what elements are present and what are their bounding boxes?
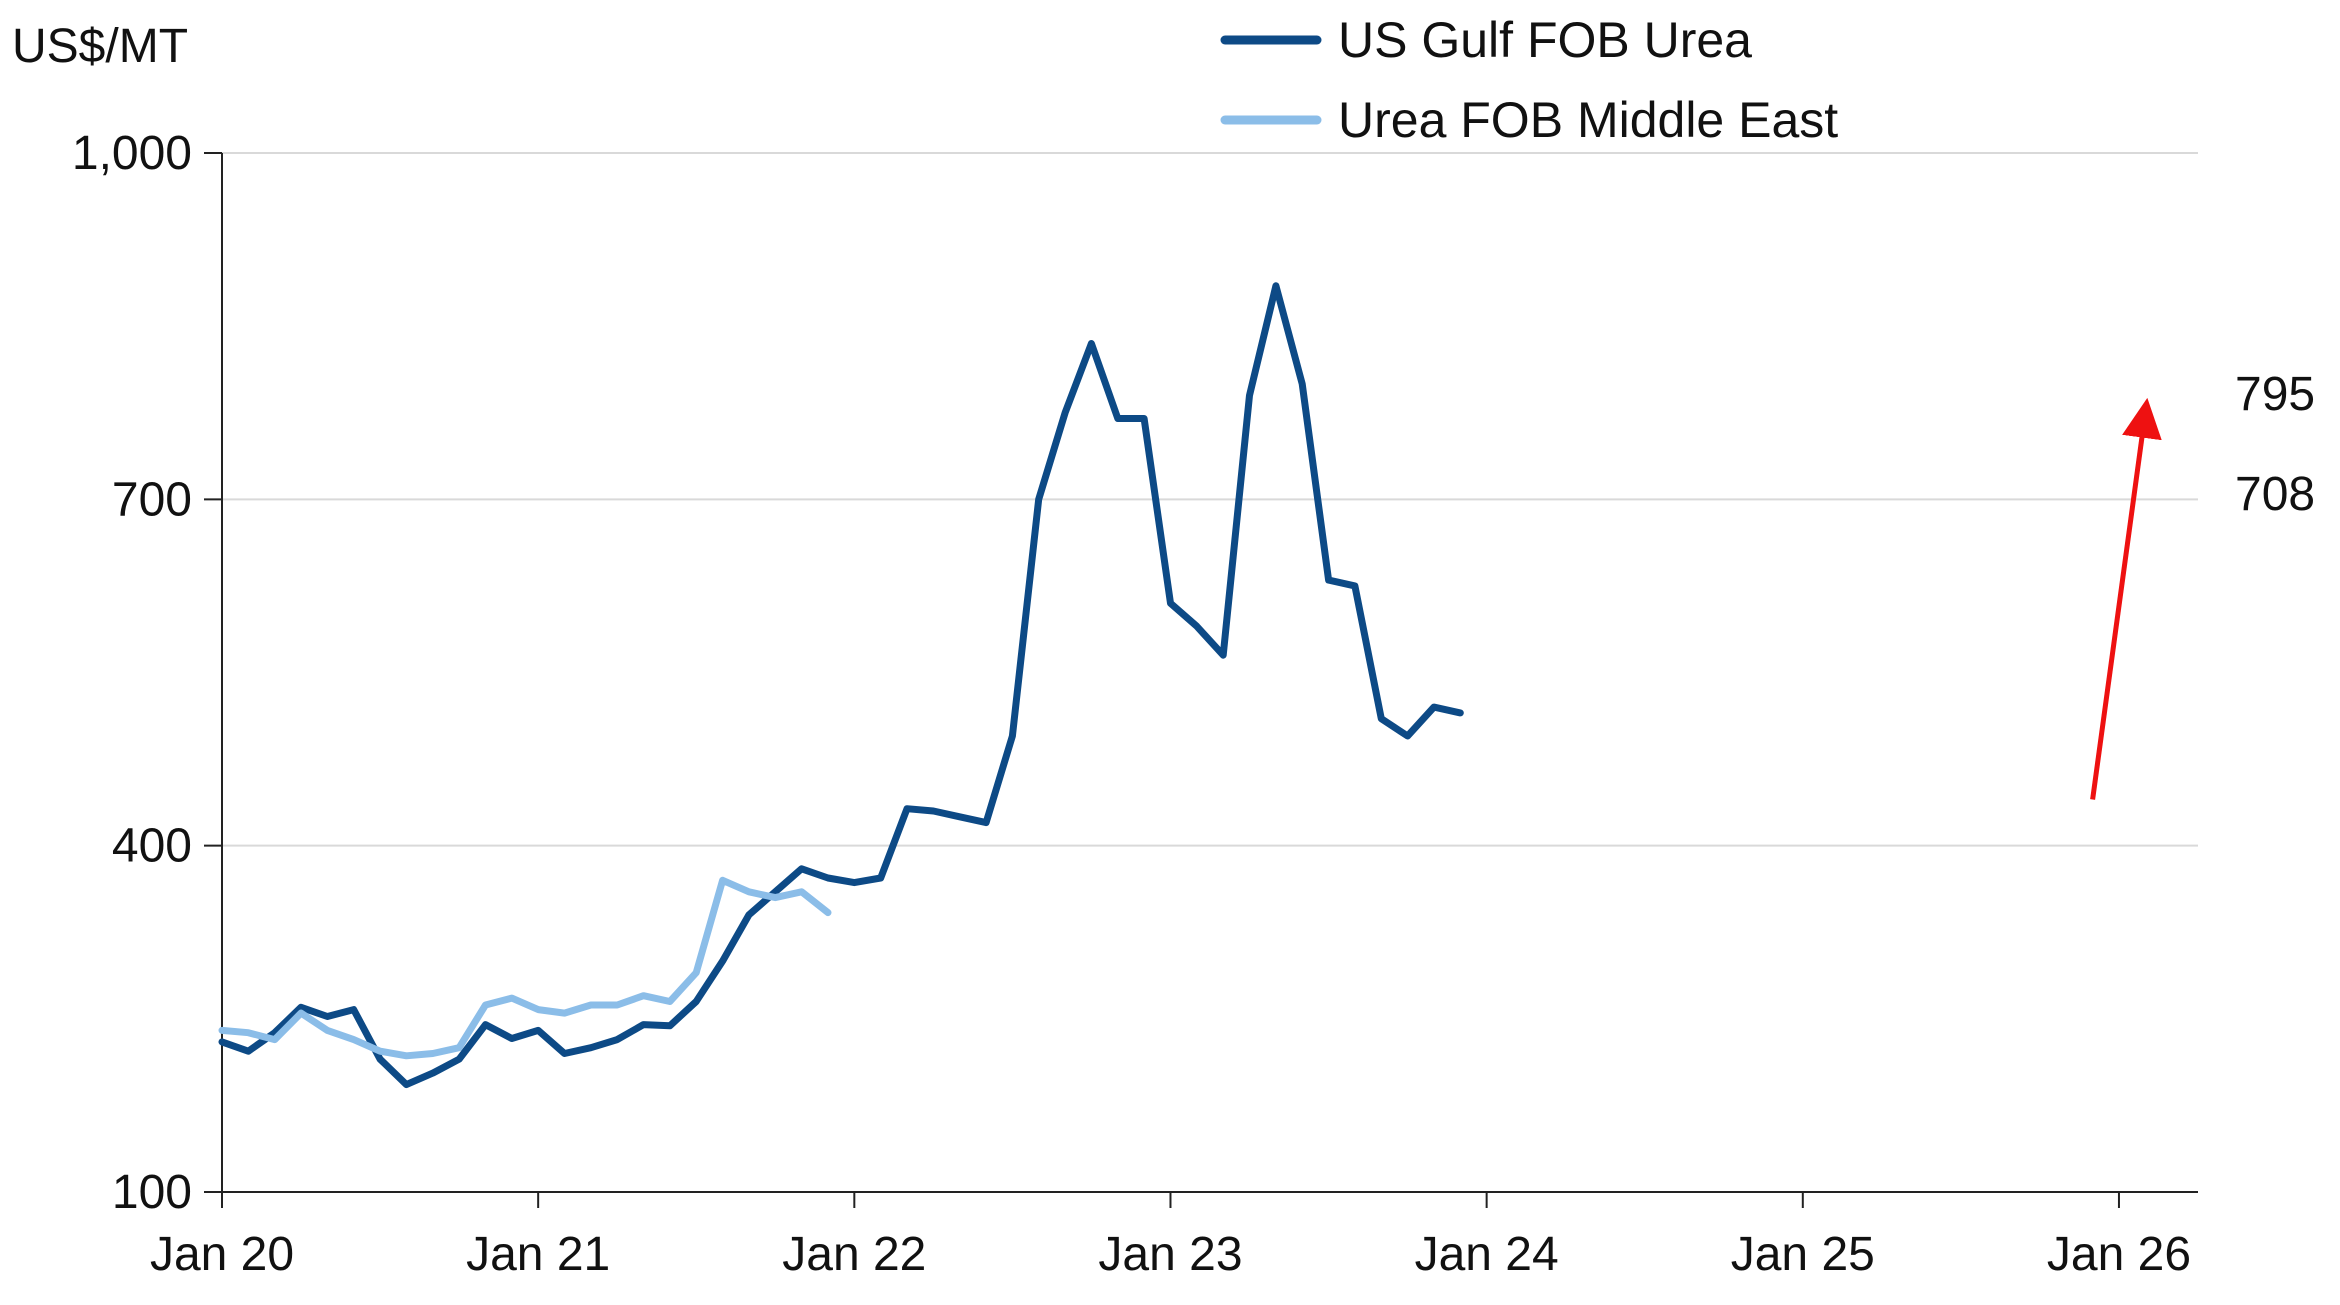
data-point	[932, 810, 934, 812]
end-value-label: 795	[2235, 368, 2315, 421]
data-point	[485, 1004, 486, 1006]
series-lines	[218, 282, 1464, 1089]
data-point	[1459, 712, 1461, 714]
data-point	[1222, 654, 1224, 656]
labels: 100 400 700 1,000 Jan 20 Jan 21 Jan 22 Jan 23 Ja…	[12, 12, 2315, 1281]
data-point	[274, 1039, 276, 1041]
data-point	[300, 1012, 302, 1014]
data-point	[537, 1029, 539, 1031]
data-point	[774, 891, 776, 893]
data-point	[748, 891, 750, 893]
data-point	[1380, 718, 1382, 720]
data-point	[405, 1084, 407, 1086]
x-tick-label: Jan 22	[782, 1228, 926, 1281]
data-point	[774, 897, 776, 899]
data-point	[511, 997, 513, 999]
x-tick-label: Jan 21	[466, 1228, 610, 1281]
y-axis-label: US$/MT	[12, 20, 188, 73]
data-point	[643, 995, 644, 997]
x-tick-label: Jan 23	[1098, 1228, 1242, 1281]
y-tick-label: 700	[112, 473, 192, 526]
data-point	[511, 1038, 513, 1039]
x-tick-label: Jan 26	[2047, 1228, 2191, 1281]
data-point	[326, 1016, 328, 1017]
data-point	[379, 1058, 381, 1060]
data-point	[959, 816, 961, 818]
data-point	[432, 1053, 434, 1054]
gridlines	[222, 152, 2198, 847]
data-point	[300, 1006, 302, 1008]
data-point	[1249, 394, 1250, 396]
data-point	[643, 1024, 644, 1026]
data-point	[695, 1001, 697, 1002]
data-point	[564, 1053, 565, 1054]
end-value-label: 708	[2235, 468, 2315, 521]
data-point	[1433, 706, 1435, 708]
data-point	[274, 1032, 276, 1034]
series-line-middle-east	[218, 876, 832, 1060]
data-point	[485, 1024, 486, 1026]
data-point	[405, 1055, 407, 1057]
data-point	[1275, 285, 1277, 287]
data-point	[590, 1047, 592, 1049]
data-point	[827, 912, 829, 914]
data-point	[880, 877, 882, 879]
data-point	[827, 877, 829, 879]
data-point	[801, 891, 803, 893]
x-tick-label: Jan 24	[1415, 1228, 1559, 1281]
data-point	[853, 882, 855, 884]
data-point	[1328, 579, 1330, 581]
data-point	[326, 1029, 328, 1031]
data-point	[379, 1050, 381, 1052]
data-point	[616, 1004, 618, 1006]
data-point	[1038, 498, 1040, 500]
data-point	[564, 1012, 565, 1014]
x-tick-label: Jan 25	[1731, 1228, 1875, 1281]
data-point	[247, 1032, 249, 1034]
data-point	[1196, 625, 1198, 627]
y-tick-label: 100	[112, 1166, 192, 1219]
annotation-arrow	[2090, 397, 2162, 800]
data-point	[985, 822, 987, 824]
data-point	[748, 914, 750, 916]
axes	[204, 152, 2198, 1208]
data-point	[1090, 343, 1092, 344]
data-point	[669, 1001, 671, 1002]
y-tick-label: 400	[112, 820, 192, 873]
series-line-us-gulf	[218, 282, 1464, 1089]
data-point	[1143, 418, 1145, 419]
legend-label: Urea FOB Middle East	[1338, 92, 1838, 148]
data-point	[1064, 412, 1066, 414]
data-point	[1117, 418, 1119, 419]
data-point	[1354, 585, 1356, 587]
data-point	[1011, 735, 1013, 737]
data-point	[1407, 735, 1409, 737]
data-point	[801, 868, 803, 870]
data-point	[353, 1009, 355, 1011]
data-point	[722, 960, 724, 962]
data-point	[221, 1041, 223, 1043]
data-point	[722, 879, 724, 881]
data-point	[695, 972, 697, 974]
data-point	[590, 1004, 592, 1006]
x-tick-label: Jan 20	[150, 1228, 294, 1281]
annotations	[2090, 397, 2162, 800]
data-point	[221, 1029, 223, 1031]
data-point	[616, 1039, 618, 1041]
data-point	[353, 1039, 355, 1041]
legend-label: US Gulf FOB Urea	[1338, 12, 1752, 68]
data-point	[1301, 383, 1303, 385]
data-point	[247, 1050, 249, 1052]
data-point	[432, 1072, 434, 1074]
y-tick-label: 1,000	[72, 127, 192, 180]
data-point	[458, 1047, 460, 1049]
data-point	[669, 1025, 671, 1027]
data-point	[906, 808, 908, 810]
data-point	[1170, 602, 1171, 604]
data-point	[458, 1058, 460, 1060]
data-point	[537, 1009, 539, 1011]
